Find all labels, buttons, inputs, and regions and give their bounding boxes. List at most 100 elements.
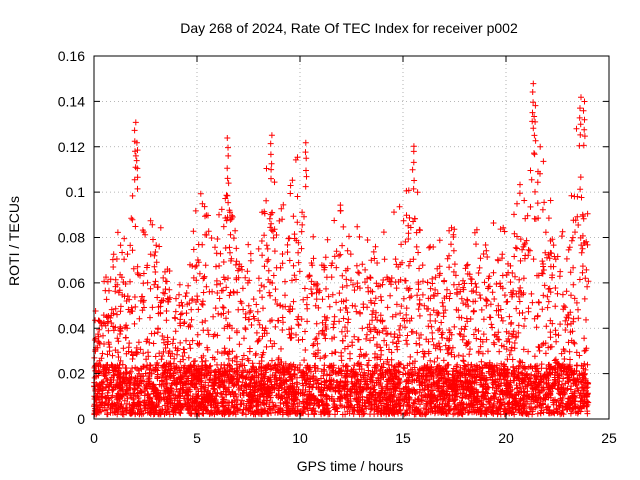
data-point (338, 298, 345, 305)
data-point (511, 340, 518, 346)
data-point (247, 307, 254, 314)
data-point (284, 249, 291, 256)
data-point (193, 299, 199, 305)
data-point (442, 307, 449, 314)
data-point (514, 200, 520, 207)
data-point (177, 339, 184, 346)
data-point (246, 348, 253, 355)
data-point (216, 211, 222, 218)
data-point (478, 358, 485, 365)
data-point (392, 256, 399, 263)
data-point (462, 323, 469, 330)
data-point (487, 301, 494, 308)
data-point (509, 293, 515, 300)
data-point (539, 258, 546, 265)
data-point (245, 302, 252, 309)
data-point (559, 228, 566, 235)
data-point (444, 255, 451, 262)
data-point (271, 179, 278, 186)
data-point (329, 350, 335, 357)
data-point (509, 356, 516, 363)
data-point (413, 229, 420, 236)
data-point (460, 277, 466, 284)
data-point (301, 213, 307, 220)
data-point (225, 275, 231, 282)
data-point (544, 293, 551, 300)
data-point (470, 331, 477, 338)
data-point (459, 336, 466, 343)
data-point (565, 339, 572, 346)
data-point (333, 299, 340, 306)
data-point (130, 265, 137, 272)
data-point (452, 272, 459, 279)
data-point (380, 277, 387, 283)
data-point (129, 247, 136, 254)
data-point (582, 275, 589, 282)
data-point (560, 303, 567, 309)
data-point (520, 346, 527, 353)
data-point (365, 357, 372, 364)
data-point (446, 327, 453, 333)
data-point (357, 346, 364, 353)
data-point (491, 296, 498, 302)
data-point (363, 335, 370, 342)
data-point (514, 233, 520, 240)
data-point (153, 242, 160, 249)
data-point (225, 199, 232, 206)
data-point (147, 285, 154, 292)
data-point (212, 305, 219, 312)
data-point (286, 326, 293, 333)
data-point (272, 286, 279, 293)
data-points (91, 80, 592, 418)
data-point (161, 339, 167, 346)
data-point (579, 269, 586, 276)
data-point (296, 400, 303, 406)
data-point (415, 281, 422, 288)
data-point (267, 292, 274, 299)
data-point (402, 324, 408, 331)
data-point (151, 281, 158, 288)
data-point (543, 323, 550, 330)
data-point (496, 348, 503, 355)
data-point (166, 286, 173, 293)
data-point (253, 301, 260, 308)
data-point (574, 213, 581, 220)
data-point (457, 288, 464, 295)
data-point (151, 263, 158, 270)
data-point (445, 350, 451, 357)
data-point (199, 358, 206, 365)
data-point (521, 197, 528, 204)
data-point (140, 270, 147, 277)
data-point (227, 231, 234, 238)
data-point (500, 224, 507, 231)
data-point (513, 245, 520, 252)
data-point (336, 290, 343, 297)
data-point (489, 324, 496, 331)
data-point (223, 284, 230, 291)
data-point (386, 278, 393, 285)
data-point (369, 311, 376, 318)
data-point (490, 220, 497, 226)
data-point (527, 203, 534, 210)
data-point (517, 236, 524, 243)
data-point (197, 190, 204, 197)
data-point (268, 227, 275, 234)
data-point (403, 311, 410, 318)
data-point (506, 339, 513, 345)
data-point (419, 291, 426, 298)
data-point (538, 270, 545, 277)
data-point (131, 294, 138, 300)
data-point (371, 255, 378, 262)
data-point (271, 248, 278, 255)
data-point (182, 293, 189, 300)
data-point (220, 259, 227, 265)
data-point (239, 266, 245, 273)
data-point (456, 281, 462, 288)
data-point (528, 290, 535, 297)
data-point (579, 245, 586, 252)
data-point (367, 275, 374, 281)
data-point (415, 306, 422, 313)
data-point (354, 376, 361, 383)
data-point (429, 329, 436, 336)
